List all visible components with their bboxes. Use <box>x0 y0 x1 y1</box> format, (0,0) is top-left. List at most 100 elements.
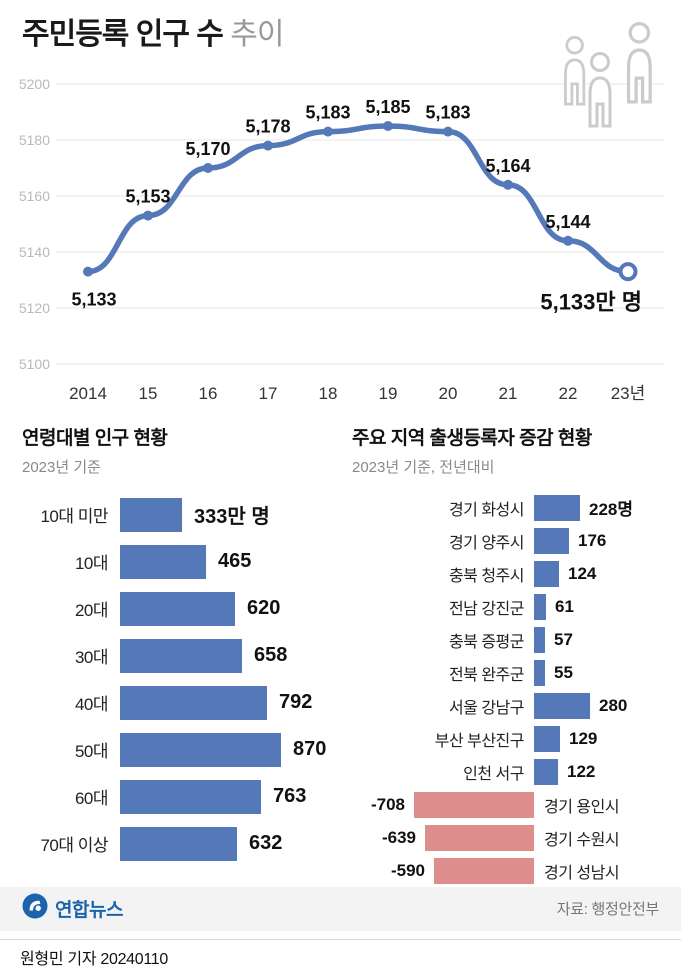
svg-text:5,183: 5,183 <box>425 103 470 123</box>
region-left-zone: 서울 강남구 <box>352 694 534 718</box>
age-value: 763 <box>273 785 307 807</box>
age-bar-chart: 10대 미만 333만 명 10대 465 20대 620 30대 658 40대 792 50대 8… <box>22 491 352 867</box>
region-bar-positive <box>534 626 545 653</box>
age-row: 50대 870 <box>22 726 352 773</box>
region-label: 부산 부산진구 <box>434 732 525 750</box>
svg-text:5,153: 5,153 <box>125 187 170 207</box>
region-value: 122 <box>567 761 596 781</box>
region-bar-negative <box>414 791 534 818</box>
svg-text:17: 17 <box>259 384 278 403</box>
region-bar-positive <box>534 527 569 554</box>
age-bar <box>120 497 182 532</box>
svg-text:5,170: 5,170 <box>185 139 230 159</box>
age-bar <box>120 591 235 626</box>
age-label: 70대 이상 <box>40 836 108 855</box>
region-chart-subtitle: 2023년 기준, 전년대비 <box>352 459 495 476</box>
age-label: 10대 미만 <box>40 507 108 526</box>
svg-text:21: 21 <box>499 384 518 403</box>
region-bar-negative <box>425 824 534 851</box>
svg-text:5,183: 5,183 <box>305 103 350 123</box>
region-row: 전북 완주군 55 <box>352 656 659 689</box>
region-label: 경기 성남시 <box>544 864 620 882</box>
age-row: 20대 620 <box>22 585 352 632</box>
age-chart-section: 연령대별 인구 현황 2023년 기준 10대 미만 333만 명 10대 465 20… <box>22 423 352 887</box>
region-value-negative: -590 <box>390 860 425 880</box>
region-value: 61 <box>555 596 574 616</box>
age-row: 60대 763 <box>22 773 352 820</box>
region-left-zone: 전북 완주군 <box>352 661 534 685</box>
region-value-negative: -639 <box>381 827 416 847</box>
page-title-sub: 추이 <box>230 18 284 51</box>
region-row: 충북 증평군 57 <box>352 623 659 656</box>
region-bar-positive <box>534 494 580 521</box>
people-icon <box>555 18 667 155</box>
svg-text:5200: 5200 <box>19 76 50 92</box>
region-value: 55 <box>554 662 573 682</box>
age-chart-subtitle: 2023년 기준 <box>22 459 101 476</box>
svg-text:5180: 5180 <box>19 132 50 148</box>
region-row: 전남 강진군 61 <box>352 590 659 623</box>
svg-text:5,133만 명: 5,133만 명 <box>540 290 642 315</box>
region-bar-positive <box>534 560 559 587</box>
svg-text:5,164: 5,164 <box>485 156 530 176</box>
svg-text:5,133: 5,133 <box>71 290 116 310</box>
brand-name: 연합뉴스 <box>55 900 123 922</box>
region-value: 129 <box>569 728 598 748</box>
region-row: 충북 청주시 124 <box>352 557 659 590</box>
population-trend-chart: 5200 5180 5160 5140 5120 5100 5,133 5,153 5,170 5… <box>0 58 681 415</box>
region-label: 전남 강진군 <box>448 600 525 618</box>
age-value: 632 <box>249 832 283 854</box>
region-bar-positive <box>534 659 545 686</box>
age-row: 10대 465 <box>22 538 352 585</box>
age-bar <box>120 638 242 673</box>
svg-text:5,144: 5,144 <box>545 212 590 232</box>
region-left-zone: 전남 강진군 <box>352 595 534 619</box>
age-row: 30대 658 <box>22 632 352 679</box>
region-bar-chart: 경기 화성시 228명 경기 양주시 176 충북 청주시 124 전남 강진군 61 충북 증… <box>352 491 659 887</box>
region-left-zone: 인천 서구 <box>352 760 534 784</box>
region-bar-negative <box>434 857 534 884</box>
region-label: 인천 서구 <box>463 765 524 783</box>
age-bar <box>120 779 261 814</box>
svg-text:18: 18 <box>319 384 338 403</box>
region-row: 서울 강남구 280 <box>352 689 659 722</box>
age-row: 70대 이상 632 <box>22 820 352 867</box>
line-chart-svg: 5200 5180 5160 5140 5120 5100 5,133 5,153 5,170 5… <box>19 76 664 403</box>
region-left-zone: 충북 청주시 <box>352 562 534 586</box>
age-value: 333만 명 <box>194 506 270 528</box>
svg-text:5160: 5160 <box>19 188 50 204</box>
region-bar-positive <box>534 593 546 620</box>
region-left-zone: 경기 양주시 <box>352 529 534 553</box>
region-label: 전북 완주군 <box>448 666 525 684</box>
svg-text:5120: 5120 <box>19 300 50 316</box>
age-bar <box>120 732 281 767</box>
region-row: -639 경기 수원시 <box>352 821 659 854</box>
region-row: -708 경기 용인시 <box>352 788 659 821</box>
age-value: 792 <box>279 691 313 713</box>
region-value: 57 <box>554 629 573 649</box>
byline-gap <box>0 930 681 939</box>
svg-text:19: 19 <box>379 384 398 403</box>
region-chart-section: 주요 지역 출생등록자 증감 현황 2023년 기준, 전년대비 경기 화성시 2… <box>352 423 659 887</box>
header: 주민등록 인구 수 추이 <box>0 0 681 54</box>
age-label: 30대 <box>74 648 109 667</box>
region-label: 경기 양주시 <box>448 534 525 552</box>
region-row: -590 경기 성남시 <box>352 854 659 887</box>
region-bar-positive <box>534 758 558 785</box>
region-left-zone: -708 <box>352 791 534 818</box>
svg-text:16: 16 <box>199 384 218 403</box>
svg-text:2014: 2014 <box>69 384 107 403</box>
age-value: 870 <box>293 738 327 760</box>
yonhap-logo-icon <box>22 893 48 924</box>
region-row: 경기 화성시 228명 <box>352 491 659 524</box>
age-row: 40대 792 <box>22 679 352 726</box>
region-left-zone: 부산 부산진구 <box>352 727 534 751</box>
svg-text:22: 22 <box>559 384 578 403</box>
region-value-negative: -708 <box>370 794 405 814</box>
age-row: 10대 미만 333만 명 <box>22 491 352 538</box>
region-value: 280 <box>599 695 628 715</box>
svg-text:5,178: 5,178 <box>245 117 290 137</box>
region-row: 경기 양주시 176 <box>352 524 659 557</box>
age-label: 40대 <box>74 695 109 714</box>
